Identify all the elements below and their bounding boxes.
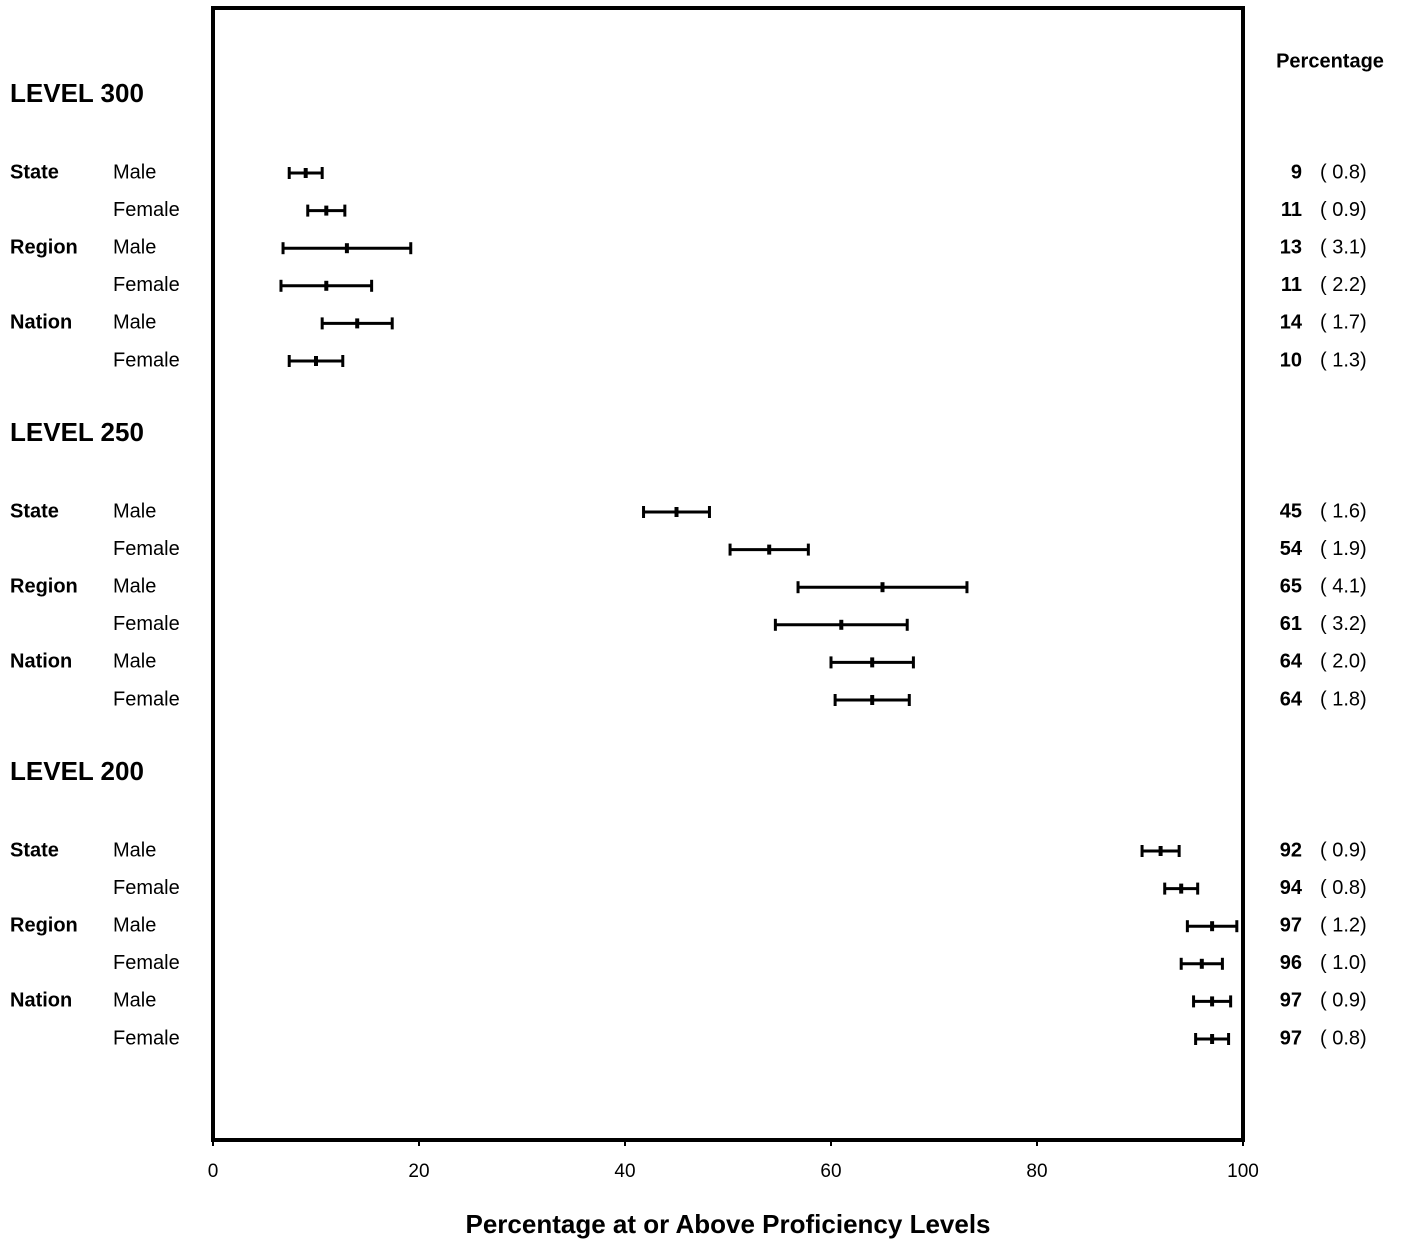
- error-label: ( 3.1): [1320, 236, 1367, 258]
- error-label: ( 0.8): [1320, 877, 1367, 899]
- subgroup-label: Male: [113, 161, 156, 183]
- plot-frame: [211, 6, 1245, 1142]
- value-label: 92: [1280, 839, 1302, 861]
- value-label: 54: [1280, 538, 1303, 560]
- value-label: 64: [1280, 688, 1303, 710]
- subgroup-label: Male: [113, 312, 156, 334]
- subgroup-label: Male: [113, 651, 156, 673]
- x-tick-label: 40: [614, 1161, 635, 1182]
- value-label: 64: [1280, 651, 1303, 673]
- error-label: ( 2.0): [1320, 651, 1367, 673]
- group-label: Nation: [10, 990, 72, 1012]
- x-tick-label: 20: [408, 1161, 429, 1182]
- error-label: ( 1.6): [1320, 500, 1367, 522]
- subgroup-label: Female: [113, 952, 180, 974]
- group-label: State: [10, 839, 59, 861]
- subgroup-label: Female: [113, 274, 180, 296]
- error-label: ( 2.2): [1320, 274, 1367, 296]
- value-label: 97: [1280, 1027, 1302, 1049]
- x-tick-label: 80: [1026, 1161, 1047, 1182]
- value-header: Percentage: [1276, 50, 1384, 72]
- subgroup-label: Female: [113, 688, 180, 710]
- error-label: ( 1.9): [1320, 538, 1367, 560]
- error-label: ( 1.3): [1320, 349, 1367, 371]
- error-label: ( 0.9): [1320, 839, 1367, 861]
- error-label: ( 1.8): [1320, 688, 1367, 710]
- value-label: 65: [1280, 575, 1302, 597]
- subgroup-label: Female: [113, 613, 180, 635]
- value-label: 9: [1291, 161, 1302, 183]
- subgroup-label: Female: [113, 349, 180, 371]
- value-label: 45: [1280, 500, 1302, 522]
- value-label: 97: [1280, 990, 1302, 1012]
- x-tick-label: 100: [1227, 1161, 1259, 1182]
- error-label: ( 4.1): [1320, 575, 1367, 597]
- subgroup-label: Female: [113, 877, 180, 899]
- error-label: ( 1.2): [1320, 914, 1367, 936]
- subgroup-label: Male: [113, 839, 156, 861]
- error-label: ( 0.9): [1320, 199, 1367, 221]
- value-label: 11: [1281, 274, 1302, 296]
- group-label: Region: [10, 575, 78, 597]
- subgroup-label: Male: [113, 500, 156, 522]
- group-label: Nation: [10, 651, 72, 673]
- group-label: State: [10, 500, 59, 522]
- group-label: Region: [10, 236, 78, 258]
- error-label: ( 3.2): [1320, 613, 1367, 635]
- error-label: ( 1.0): [1320, 952, 1367, 974]
- value-label: 96: [1280, 952, 1302, 974]
- error-label: ( 0.9): [1320, 990, 1367, 1012]
- group-label: Nation: [10, 312, 72, 334]
- subgroup-label: Male: [113, 990, 156, 1012]
- subgroup-label: Female: [113, 199, 180, 221]
- error-label: ( 0.8): [1320, 161, 1367, 183]
- subgroup-label: Female: [113, 1027, 180, 1049]
- x-tick-label: 60: [820, 1161, 841, 1182]
- value-label: 97: [1280, 914, 1302, 936]
- value-label: 14: [1280, 312, 1303, 334]
- error-label: ( 0.8): [1320, 1027, 1367, 1049]
- error-label: ( 1.7): [1320, 312, 1367, 334]
- level-title: LEVEL 250: [10, 417, 144, 447]
- x-tick-label: 0: [208, 1161, 219, 1182]
- x-axis-title: Percentage at or Above Proficiency Level…: [465, 1209, 990, 1239]
- value-label: 61: [1280, 613, 1302, 635]
- value-label: 10: [1280, 349, 1302, 371]
- value-label: 11: [1281, 199, 1302, 221]
- subgroup-label: Male: [113, 236, 156, 258]
- subgroup-label: Male: [113, 914, 156, 936]
- subgroup-label: Female: [113, 538, 180, 560]
- value-label: 94: [1280, 877, 1303, 899]
- group-label: State: [10, 161, 59, 183]
- level-title: LEVEL 300: [10, 78, 144, 108]
- level-title: LEVEL 200: [10, 756, 144, 786]
- value-label: 13: [1280, 236, 1302, 258]
- group-label: Region: [10, 914, 78, 936]
- subgroup-label: Male: [113, 575, 156, 597]
